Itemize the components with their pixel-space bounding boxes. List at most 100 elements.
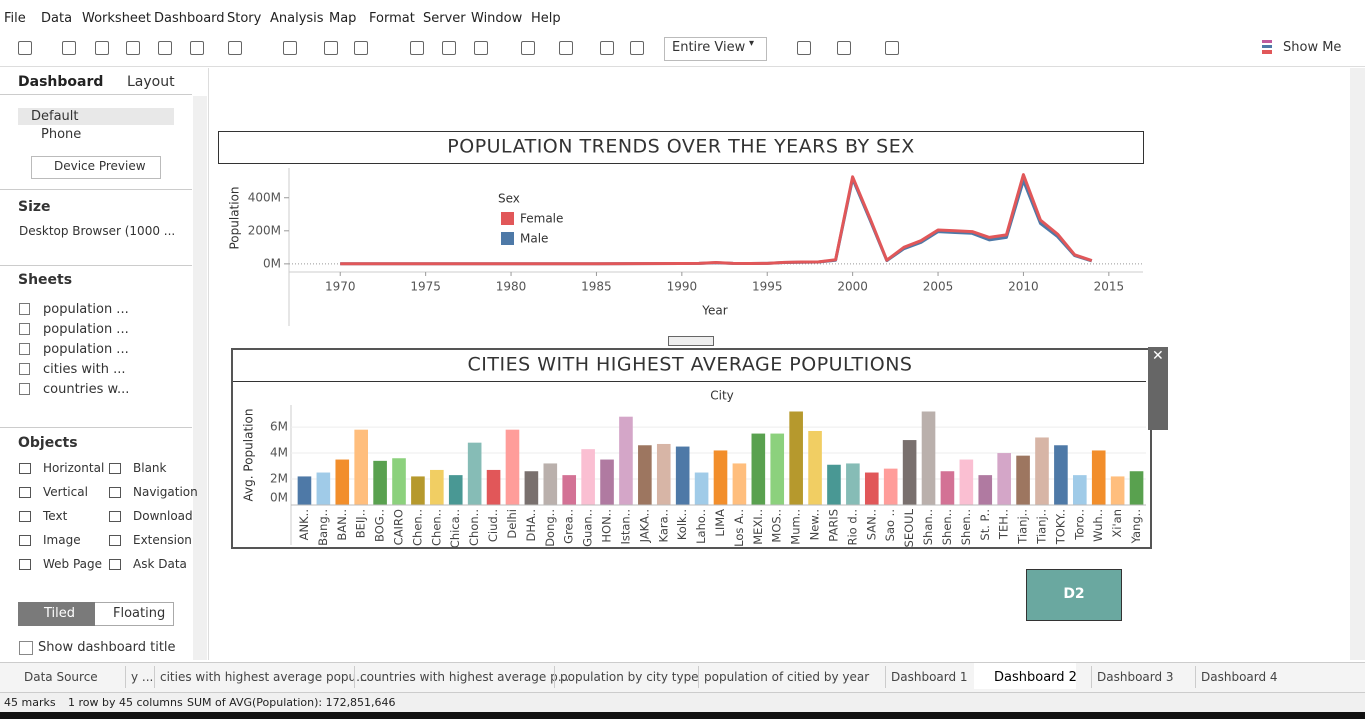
- object-item[interactable]: Blank: [133, 461, 167, 475]
- bar: [581, 449, 595, 505]
- menu-item[interactable]: Help: [531, 11, 561, 26]
- menu-item[interactable]: Data: [41, 11, 73, 26]
- x-tick-label: Shen..: [959, 509, 973, 545]
- toolbar-icon[interactable]: [797, 41, 811, 55]
- sheet-icon: [19, 303, 30, 315]
- menu-item[interactable]: File: [4, 11, 26, 26]
- sheet-item[interactable]: countries w...: [43, 382, 130, 397]
- bar: [543, 463, 558, 505]
- x-tick-label: SEOUL: [902, 508, 916, 547]
- toolbar-icon[interactable]: [559, 41, 573, 55]
- sheet-tab[interactable]: y ...: [131, 670, 154, 684]
- divider: [0, 427, 192, 428]
- toolbar-icon[interactable]: [283, 41, 297, 55]
- sheet-item[interactable]: population ...: [43, 302, 129, 317]
- close-icon[interactable]: ✕: [1152, 348, 1164, 364]
- object-item[interactable]: Ask Data: [133, 557, 187, 571]
- toolbar-icon[interactable]: [324, 41, 338, 55]
- bar: [467, 442, 482, 505]
- sheet-tab[interactable]: population by city type: [560, 670, 699, 684]
- menu-item[interactable]: Window: [471, 11, 523, 26]
- toolbar-icon[interactable]: [837, 41, 851, 55]
- y-tick-label: 0M: [263, 256, 281, 270]
- toolbar-icon[interactable]: [600, 41, 614, 55]
- sheet-tab[interactable]: Dashboard 4: [1201, 670, 1278, 684]
- device-option[interactable]: Phone: [41, 127, 82, 142]
- bar: [316, 472, 331, 505]
- sheet-tab[interactable]: cities with highest average popu...: [160, 670, 368, 684]
- object-item[interactable]: Vertical: [43, 485, 88, 499]
- menu-item[interactable]: Format: [369, 11, 415, 26]
- toolbar-icon[interactable]: [158, 41, 172, 55]
- toolbar-icon[interactable]: [521, 41, 535, 55]
- size-dropdown[interactable]: Desktop Browser (1000 ...: [19, 224, 176, 238]
- menu-item[interactable]: Map: [329, 11, 357, 26]
- menu-item[interactable]: Dashboard: [154, 11, 225, 26]
- toolbar-icon[interactable]: [228, 41, 242, 55]
- object-item[interactable]: Horizontal: [43, 461, 105, 475]
- menu-item[interactable]: Worksheet: [82, 11, 152, 26]
- menu-item[interactable]: Analysis: [270, 11, 324, 26]
- fit-dropdown[interactable]: [664, 37, 767, 61]
- bar: [1129, 471, 1144, 505]
- panel-tab[interactable]: Layout: [127, 74, 175, 90]
- sheet-tab[interactable]: Dashboard 2: [994, 670, 1077, 685]
- layout-mode[interactable]: Floating: [113, 606, 166, 621]
- sheet-tab[interactable]: population of citied by year: [704, 670, 870, 684]
- device-preview[interactable]: Device Preview: [54, 159, 146, 173]
- toolbar-icon[interactable]: [442, 41, 456, 55]
- x-tick-label: Dong..: [543, 509, 557, 547]
- x-tick-label: Yang..: [1129, 509, 1143, 544]
- show-title[interactable]: Show dashboard title: [38, 640, 176, 655]
- bar: [1035, 437, 1049, 505]
- sheet-item[interactable]: cities with ...: [43, 362, 126, 377]
- object-item[interactable]: Download: [133, 509, 193, 523]
- toolbar-icon[interactable]: [95, 41, 109, 55]
- toolbar-icon[interactable]: [126, 41, 140, 55]
- toolbar-icon[interactable]: [630, 41, 644, 55]
- x-tick-label: 1970: [325, 280, 356, 294]
- toolbar-icon[interactable]: [474, 41, 488, 55]
- bar: [978, 475, 993, 505]
- line-title-box: [218, 131, 1144, 164]
- taskbar: [0, 712, 1365, 719]
- sheet-tab[interactable]: Data Source: [24, 670, 98, 684]
- tab-separator: [1091, 666, 1092, 688]
- bar: [675, 446, 690, 505]
- object-item[interactable]: Extension: [133, 533, 192, 547]
- layout-mode[interactable]: Tiled: [44, 606, 76, 621]
- menu-item[interactable]: Story: [227, 11, 262, 26]
- sheet-tab[interactable]: Dashboard 3: [1097, 670, 1174, 684]
- x-tick-label: Tianj..: [1034, 509, 1048, 545]
- menu-item[interactable]: Server: [423, 11, 466, 26]
- panel-tab[interactable]: Dashboard: [18, 74, 104, 90]
- object-icon: [19, 487, 31, 498]
- drag-handle[interactable]: [668, 336, 714, 346]
- toolbar-icon[interactable]: [354, 41, 368, 55]
- d2-box[interactable]: [1026, 569, 1122, 621]
- divider: [0, 265, 192, 266]
- checkbox[interactable]: [19, 641, 33, 655]
- object-item[interactable]: Text: [43, 509, 68, 523]
- sheet-tab[interactable]: Dashboard 1: [891, 670, 968, 684]
- bar: [1073, 475, 1087, 505]
- toolbar-icon[interactable]: [410, 41, 424, 55]
- toolbar-icon[interactable]: [885, 41, 899, 55]
- toolbar-icon[interactable]: [190, 41, 204, 55]
- object-item[interactable]: Web Page: [43, 557, 103, 571]
- device-option[interactable]: Default: [31, 109, 79, 124]
- sheet-item[interactable]: population ...: [43, 322, 129, 337]
- object-item[interactable]: Navigation: [133, 485, 198, 499]
- sheet-tab[interactable]: countries with highest average p...: [360, 670, 570, 684]
- toolbar-icon[interactable]: [18, 41, 32, 55]
- x-tick-label: Ciud..: [486, 509, 500, 542]
- object-item[interactable]: Image: [43, 533, 81, 547]
- sheet-item[interactable]: population ...: [43, 342, 129, 357]
- x-tick-label: LIMA: [713, 509, 727, 537]
- device-preview-button[interactable]: [31, 156, 161, 179]
- toolbar-icon[interactable]: [62, 41, 76, 55]
- show-me[interactable]: Show Me: [1283, 40, 1342, 55]
- object-icon: [19, 559, 31, 570]
- x-tick-label: Xi'an: [1110, 509, 1124, 538]
